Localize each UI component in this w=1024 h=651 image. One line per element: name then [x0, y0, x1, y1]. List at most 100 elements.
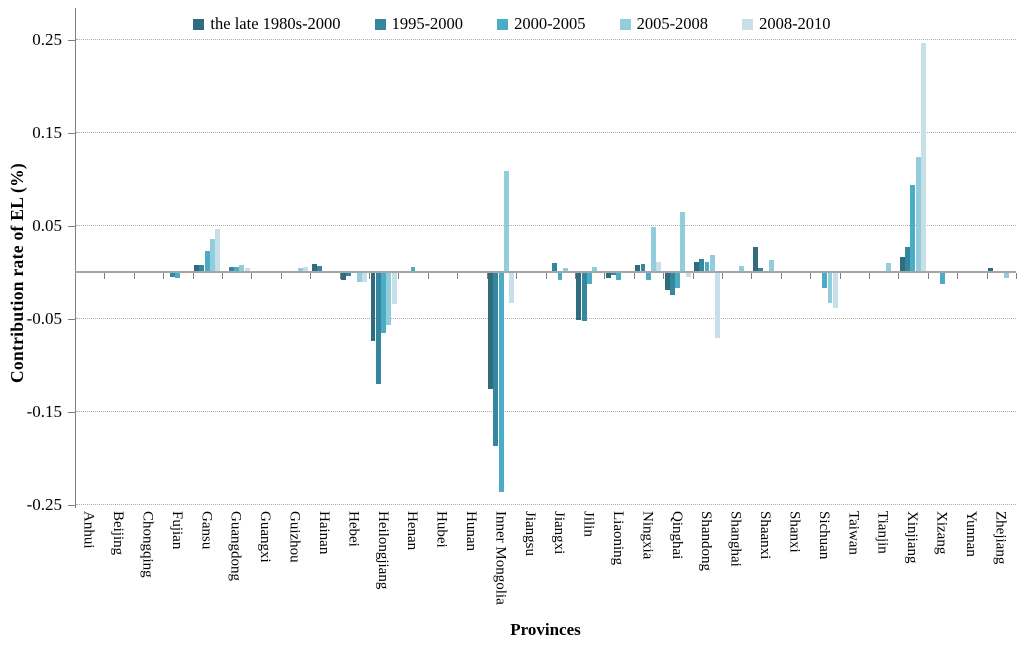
bar-heilongjiang-series-1	[370, 273, 376, 341]
x-tick	[398, 273, 400, 279]
legend-label: the late 1980s-2000	[210, 14, 341, 33]
bar-jiangxi-series-3	[557, 273, 563, 280]
bar-xinjiang-series-4	[915, 156, 921, 271]
bar-gansu-series-5	[215, 229, 221, 271]
x-tick	[369, 273, 371, 279]
x-category-label: Xizang	[933, 511, 950, 555]
y-axis-title: Contribution rate of EL (%)	[7, 162, 27, 384]
x-category-label: Jiangsu	[521, 511, 538, 556]
x-tick	[486, 273, 488, 279]
legend-item: 2005-2008	[619, 14, 709, 34]
legend-swatch-icon	[619, 18, 631, 30]
legend-label: 2005-2008	[636, 14, 709, 33]
x-tick	[192, 273, 194, 279]
x-category-label: Jilin	[580, 511, 597, 537]
bar-shanghai-series-4	[739, 266, 745, 271]
gridline	[76, 131, 1016, 133]
x-category-label: Taiwan	[845, 511, 862, 555]
x-tick	[222, 273, 224, 279]
x-tick	[1016, 273, 1017, 279]
bar-sichuan-series-3	[822, 273, 828, 288]
gridline	[76, 410, 1016, 412]
x-category-label: Guangdong	[227, 511, 244, 581]
x-tick	[721, 273, 723, 279]
legend-swatch-icon	[497, 18, 509, 30]
bar-xinjiang-series-5	[921, 43, 926, 271]
bar-qinghai-series-3	[675, 273, 681, 288]
x-tick	[604, 273, 606, 279]
x-category-label: Liaoning	[610, 511, 627, 566]
y-tick	[68, 411, 75, 413]
bar-guangdong-series-3	[234, 267, 239, 271]
x-tick	[545, 273, 547, 279]
x-category-label: Gansu	[198, 511, 215, 550]
bar-guangdong-series-4	[239, 265, 245, 271]
bar-inner-mongolia-series-2	[493, 273, 499, 446]
y-tick-label: 0.05	[32, 215, 62, 235]
x-category-label: Hainan	[315, 511, 332, 555]
y-tick	[68, 225, 75, 227]
bar-sichuan-series-4	[827, 273, 833, 303]
x-category-label: Fujian	[168, 511, 185, 550]
x-category-label: Jiangxi	[551, 511, 568, 555]
bar-liaoning-series-2	[611, 273, 616, 275]
bar-hebei-series-4	[357, 273, 362, 283]
bar-ningxia-series-5	[656, 261, 662, 271]
bar-ningxia-series-4	[651, 227, 656, 271]
legend-item: 2008-2010	[742, 14, 831, 34]
x-category-label: Hebei	[345, 511, 362, 547]
bar-jilin-series-1	[576, 273, 582, 320]
x-tick	[633, 273, 635, 279]
bar-qinghai-series-5	[685, 273, 691, 277]
bar-hebei-series-1	[341, 273, 347, 280]
bar-guizhou-series-5	[303, 267, 309, 271]
bar-heilongjiang-series-2	[375, 273, 381, 384]
x-category-label: Sichuan	[815, 511, 832, 560]
x-tick	[516, 273, 518, 279]
y-tick	[68, 318, 75, 320]
bar-gansu-series-1	[194, 265, 199, 271]
x-axis-line	[75, 271, 1016, 273]
bar-inner-mongolia-series-1	[488, 273, 494, 390]
bar-hainan-series-2	[317, 266, 322, 271]
bar-shaanxi-series-4	[768, 259, 774, 271]
bar-qinghai-series-4	[680, 212, 686, 271]
bar-gansu-series-4	[209, 239, 215, 271]
bar-inner-mongolia-series-4	[504, 170, 509, 271]
x-tick	[457, 273, 459, 279]
x-category-label: Chongqing	[139, 511, 156, 578]
x-category-label: Xinjiang	[904, 511, 921, 564]
x-tick	[663, 273, 665, 279]
x-tick	[692, 273, 694, 279]
bar-hebei-series-2	[346, 273, 352, 276]
legend-item: 2000-2005	[497, 14, 586, 34]
bar-ningxia-series-1	[635, 265, 641, 271]
bar-tianjin-series-4	[886, 262, 892, 271]
bar-guangdong-series-5	[244, 268, 250, 271]
gridline	[76, 317, 1016, 319]
bar-shandong-series-3	[704, 261, 710, 271]
bar-heilongjiang-series-4	[386, 273, 392, 326]
x-tick	[310, 273, 312, 279]
bar-shaanxi-series-1	[752, 246, 758, 271]
bar-qinghai-series-2	[669, 273, 675, 296]
y-axis-line	[75, 8, 76, 508]
x-category-label: Tianjin	[874, 511, 891, 554]
bar-shandong-series-1	[694, 261, 699, 271]
x-tick	[868, 273, 870, 279]
bar-heilongjiang-series-5	[391, 273, 397, 304]
bar-gansu-series-2	[199, 265, 205, 271]
x-category-label: Qinghai	[668, 511, 685, 560]
x-tick	[986, 273, 988, 279]
bar-zhejiang-series-4	[1003, 273, 1009, 278]
chart-legend: the late 1980s-2000 1995-2000 2000-2005 200…	[0, 14, 1024, 34]
bar-shandong-series-5	[715, 273, 721, 339]
gridline	[76, 38, 1016, 40]
bar-fujian-series-2	[170, 273, 175, 277]
legend-item: the late 1980s-2000	[193, 14, 341, 34]
x-category-label: Ningxia	[639, 511, 656, 560]
bar-shandong-series-4	[709, 255, 715, 271]
bar-inner-mongolia-series-3	[498, 273, 504, 492]
x-category-label: Henan	[404, 511, 421, 551]
